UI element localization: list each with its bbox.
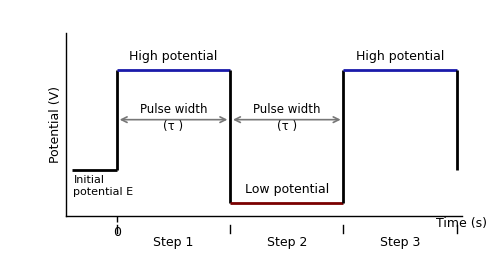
Text: Low potential: Low potential: [244, 183, 328, 196]
Text: Pulse width: Pulse width: [253, 102, 320, 116]
Text: Step 3: Step 3: [379, 236, 419, 249]
Text: Step 2: Step 2: [266, 236, 307, 249]
Text: Pulse width: Pulse width: [139, 102, 207, 116]
Text: Time (s): Time (s): [435, 217, 486, 230]
Text: (τ ): (τ ): [276, 120, 296, 134]
Y-axis label: Potential (V): Potential (V): [49, 86, 62, 163]
Text: High potential: High potential: [129, 50, 217, 63]
Text: High potential: High potential: [355, 50, 443, 63]
Text: Step 1: Step 1: [153, 236, 193, 249]
Text: Initial
potential E: Initial potential E: [73, 175, 133, 197]
Text: (τ ): (τ ): [163, 120, 183, 134]
